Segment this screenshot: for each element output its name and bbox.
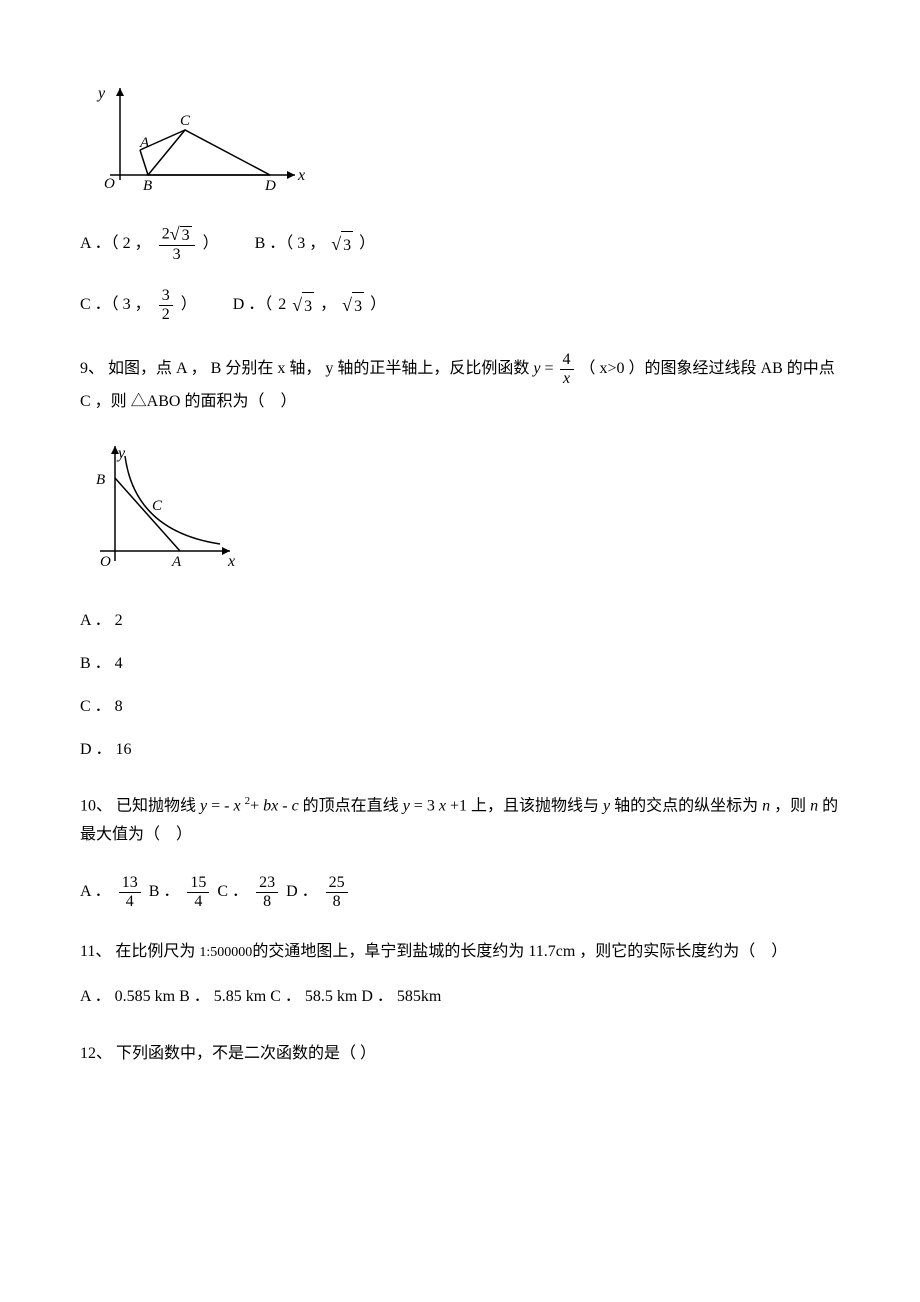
fig2-x-label: x xyxy=(227,553,235,570)
q8-option-c-frac: 3 2 xyxy=(159,287,173,323)
q9-formula-frac: 4 x xyxy=(560,351,574,387)
q8-option-b-suffix: ） xyxy=(359,230,375,259)
q8-option-a-frac: 2√3 3 xyxy=(159,225,195,263)
q9-option-d: D ． 16 xyxy=(80,736,840,765)
point-b-label: B xyxy=(143,178,152,190)
axis-y-label: y xyxy=(96,85,106,102)
q10-a-prefix: A ． xyxy=(80,878,111,907)
q8-option-c-prefix: C ．（ 3 ， xyxy=(80,291,151,320)
q8-option-d-suffix: ） xyxy=(370,291,386,320)
origin-label: O xyxy=(104,176,115,190)
q10-c-frac: 238 xyxy=(256,874,278,910)
fig2-o-label: O xyxy=(100,554,111,570)
q8-option-a-prefix: A ．（ 2 ， xyxy=(80,230,151,259)
q10-d-frac: 258 xyxy=(326,874,348,910)
q10-a-frac: 134 xyxy=(119,874,141,910)
figure-q9: y x O B C A xyxy=(80,436,840,587)
q8-options-row1: A ．（ 2 ， 2√3 3 ） B ．（ 3 ， √3 ） xyxy=(80,225,840,263)
q9-option-a: A ． 2 xyxy=(80,607,840,636)
question-10: 10、 已知抛物线 y = - x 2+ bx - c 的顶点在直线 y = 3… xyxy=(80,792,840,850)
question-11: 11、 在比例尺为 1:500000的交通地图上，阜宁到盐城的长度约为 11.7… xyxy=(80,938,840,967)
q8-option-d-sqrt2: √3 xyxy=(342,289,364,322)
figure-q8: y x O A B C D xyxy=(80,80,840,201)
point-d-label: D xyxy=(264,178,276,190)
q8-option-d-prefix: D ．（ xyxy=(233,291,273,320)
q10-options: A ． 134 B ． 154 C ． 238 D ． 258 xyxy=(80,874,840,910)
q11-options: A ． 0.585 km B ． 5.85 km C ． 58.5 km D ．… xyxy=(80,983,840,1012)
q10-c-prefix: C ． xyxy=(217,878,248,907)
q9-option-b: B ． 4 xyxy=(80,650,840,679)
q11-pre: 11、 在比例尺为 xyxy=(80,943,199,960)
q8-option-b-prefix: B ．（ 3 ， xyxy=(255,230,326,259)
q8-option-c-suffix: ） xyxy=(181,291,197,320)
q10-d-prefix: D ． xyxy=(286,878,318,907)
q11-scale: 1:500000 xyxy=(199,945,252,960)
question-12: 12、 下列函数中，不是二次函数的是（ ） xyxy=(80,1040,840,1069)
fig2-a-label: A xyxy=(171,554,182,570)
fig2-b-label: B xyxy=(96,472,105,488)
q10-b-frac: 154 xyxy=(187,874,209,910)
q9-text-pre: 9、 如图，点 A ， B 分别在 x 轴， y 轴的正半轴上，反比例函数 xyxy=(80,360,533,377)
question-9: 9、 如图，点 A ， B 分别在 x 轴， y 轴的正半轴上，反比例函数 y … xyxy=(80,351,840,416)
q9-option-c: C ． 8 xyxy=(80,693,840,722)
q11-post: 的交通地图上，阜宁到盐城的长度约为 11.7cm ，则它的实际长度约为（ ） xyxy=(252,943,787,960)
q8-option-d-comma: ， xyxy=(320,291,336,320)
q8-option-a-suffix: ） xyxy=(203,230,219,259)
q10-b-prefix: B ． xyxy=(149,878,180,907)
fig2-y-label: y xyxy=(116,445,126,462)
fig2-c-label: C xyxy=(152,498,163,514)
q8-option-b-sqrt: √3 xyxy=(331,228,353,261)
q8-options-row2: C ．（ 3 ， 3 2 ） D ．（ 2√3 ， √3 ） xyxy=(80,287,840,323)
axis-x-label: x xyxy=(297,167,305,184)
q8-option-d-sqrt1: √3 xyxy=(292,289,314,322)
point-c-label: C xyxy=(180,113,191,129)
